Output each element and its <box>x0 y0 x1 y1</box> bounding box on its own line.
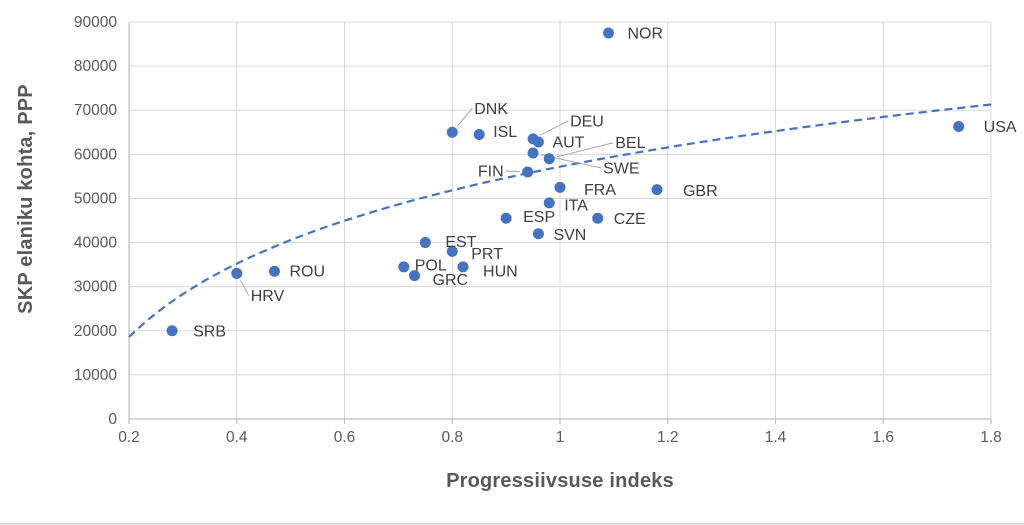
x-tick-label: 0.8 <box>441 429 463 446</box>
y-tick-label: 70000 <box>74 102 117 119</box>
x-tick-label: 0.4 <box>226 429 248 446</box>
data-point-SWE <box>527 147 539 159</box>
country-label-ROU: ROU <box>289 264 325 281</box>
leader-line-DEU <box>539 120 569 136</box>
country-label-GRC: GRC <box>433 272 469 289</box>
x-tick-label: 1.6 <box>872 429 894 446</box>
leader-line-DNK <box>456 107 473 127</box>
data-point-FRA <box>554 181 566 193</box>
x-tick-label: 1.2 <box>657 429 679 446</box>
data-point-SVN <box>532 228 544 240</box>
country-label-DNK: DNK <box>474 101 508 118</box>
y-tick-label: 60000 <box>74 146 117 163</box>
data-point-CZE <box>592 212 604 224</box>
x-tick-label: 0.2 <box>118 429 140 446</box>
country-label-ISL: ISL <box>493 124 517 141</box>
country-label-DEU: DEU <box>570 113 604 130</box>
x-tick-label: 1.8 <box>980 429 1002 446</box>
data-point-FIN <box>522 166 534 178</box>
country-label-HRV: HRV <box>251 288 285 305</box>
country-label-GBR: GBR <box>683 183 718 200</box>
data-point-ESP <box>500 212 512 224</box>
leader-line-HRV <box>240 280 250 296</box>
data-point-BEL <box>543 153 555 165</box>
country-label-ESP: ESP <box>523 209 555 226</box>
country-label-SRB: SRB <box>193 323 226 340</box>
country-label-CZE: CZE <box>614 211 646 228</box>
data-point-DNK <box>446 126 458 138</box>
country-label-SWE: SWE <box>603 161 639 178</box>
country-label-SVN: SVN <box>553 227 586 244</box>
data-point-ITA <box>543 197 555 209</box>
y-tick-label: 90000 <box>74 14 117 31</box>
data-point-ISL <box>473 128 485 140</box>
y-tick-label: 40000 <box>74 235 117 252</box>
country-label-PRT: PRT <box>471 246 503 263</box>
data-point-GRC <box>409 270 421 282</box>
data-point-EST <box>419 237 431 249</box>
x-tick-label: 0.6 <box>334 429 356 446</box>
country-label-POL: POL <box>415 257 447 274</box>
leader-line-FIN <box>505 170 520 173</box>
data-point-HUN <box>457 261 469 273</box>
y-tick-label: 20000 <box>74 323 117 340</box>
country-label-USA: USA <box>984 119 1017 136</box>
country-label-AUT: AUT <box>552 134 584 151</box>
trend-line <box>128 103 992 338</box>
data-point-ROU <box>268 265 280 277</box>
bottom-window-edge <box>0 523 1024 525</box>
data-point-GBR <box>651 184 663 196</box>
country-label-BEL: BEL <box>615 135 645 152</box>
country-label-ITA: ITA <box>564 197 588 214</box>
data-point-USA <box>953 121 965 133</box>
data-point-PRT <box>446 245 458 257</box>
data-point-POL <box>398 261 410 273</box>
x-tick-label: 1.4 <box>765 429 787 446</box>
x-axis-title: Progressiivsuse indeks <box>446 470 674 492</box>
country-label-FRA: FRA <box>584 182 616 199</box>
y-tick-label: 50000 <box>74 190 117 207</box>
data-point-NOR <box>602 27 614 39</box>
y-tick-label: 10000 <box>74 367 117 384</box>
data-point-SRB <box>166 325 178 337</box>
y-tick-label: 0 <box>108 411 117 428</box>
y-axis-title: SKP elaniku kohta, PPP <box>15 84 37 314</box>
country-label-HUN: HUN <box>483 263 518 280</box>
country-label-EST: EST <box>445 234 476 251</box>
y-tick-label: 30000 <box>74 279 117 296</box>
leader-line-BEL <box>556 142 614 158</box>
y-tick-label: 80000 <box>74 58 117 75</box>
data-point-AUT <box>532 136 544 148</box>
x-tick-label: 1 <box>556 429 565 446</box>
country-label-FIN: FIN <box>478 163 504 180</box>
country-label-NOR: NOR <box>627 26 663 43</box>
data-point-HRV <box>231 267 243 279</box>
